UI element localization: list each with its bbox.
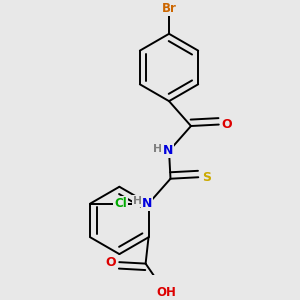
Text: N: N (162, 144, 173, 157)
Text: Br: Br (162, 2, 176, 15)
Text: Cl: Cl (114, 197, 127, 210)
Text: O: O (222, 118, 232, 131)
Text: S: S (202, 171, 211, 184)
Text: N: N (142, 196, 152, 209)
Text: H: H (153, 144, 163, 154)
Text: O: O (106, 256, 116, 268)
Text: OH: OH (156, 286, 176, 299)
Text: H: H (133, 196, 142, 206)
